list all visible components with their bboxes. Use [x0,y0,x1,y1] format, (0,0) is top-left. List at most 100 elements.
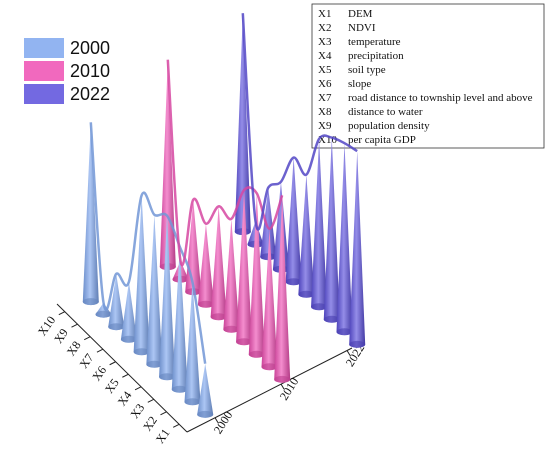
cone-body [323,137,340,323]
x-tick-label-X6: X6 [89,363,109,383]
variable-code-X6: X6 [318,78,332,90]
cone-base [133,348,150,356]
cone-base [120,335,137,343]
cone-body [236,189,253,346]
cone-2000-X7 [120,281,137,343]
cone-base [236,338,253,346]
y-tick-2000 [214,417,219,423]
variable-code-X9: X9 [318,120,332,132]
legend-swatch-2000 [24,38,64,58]
cone-2022-X3 [323,137,340,323]
cone-marks [82,13,366,418]
cone-body [146,214,163,368]
cone-base [108,323,125,331]
x-tick-label-X7: X7 [77,351,97,371]
cone-base [184,398,201,406]
x-tick-label-X2: X2 [140,413,160,433]
cone-base [159,373,176,381]
cone-2022-X6 [285,157,302,286]
variable-name-X7: road distance to township level and abov… [348,92,533,104]
cone-2010-X6 [210,206,227,321]
cone-body [159,215,176,381]
cone-body [197,363,214,418]
cone-body [285,157,302,286]
x-tick-label-X1: X1 [153,426,173,446]
variable-code-X7: X7 [318,92,332,104]
y-axis-line [186,347,353,433]
cone-body [133,195,150,356]
cone-body [298,174,315,298]
cone-body [159,59,176,271]
variable-name-X2: NDVI [348,22,376,34]
cone-base [146,360,163,368]
cone-body [349,151,366,348]
y-tick-2022 [346,350,351,356]
cone-base [261,363,278,371]
cone-base [311,303,328,311]
cone-body [184,282,201,406]
y-tick-2010 [280,383,285,390]
x-tick-label-X3: X3 [127,401,147,421]
variable-code-X5: X5 [318,64,332,76]
x-tick-X9 [71,323,78,328]
cone-2022-X2 [336,143,353,336]
variable-name-X9: population density [348,120,430,132]
x-tick-label-X5: X5 [102,376,122,396]
cone-base [171,385,188,393]
x-tick-X4 [134,386,142,391]
cone-2010-X7 [197,223,214,308]
cone-base [298,290,315,298]
cone-body [108,273,125,331]
cone-2000-X6 [133,195,150,356]
legend-label-2000: 2000 [70,38,110,58]
cone-2000-X9 [95,302,112,318]
series-curves [89,13,358,364]
x-tick-X10 [58,311,66,316]
cone-2022-X5 [298,174,315,298]
cone-base [323,315,340,323]
variable-name-X4: precipitation [348,50,404,62]
x-tick-X2 [160,411,167,416]
cone-base [248,350,265,358]
cone-body [311,138,328,311]
legend-swatch-2022 [24,84,64,104]
x-tick-X5 [122,373,129,378]
variable-name-X10: per capita GDP [348,134,416,146]
cone-2000-X10 [82,122,99,306]
cone-base [223,325,240,333]
cone-2000-X5 [146,214,163,368]
cone-base [210,313,227,321]
cone-2010-X2 [261,228,278,371]
cone-body [234,13,251,236]
variable-code-X3: X3 [318,36,332,48]
cone-base [274,375,291,383]
legend-swatch-2010 [24,61,64,81]
cone-2000-X4 [159,215,176,381]
legend-label-2022: 2022 [70,84,110,104]
variable-name-X3: temperature [348,36,401,48]
cone-base [336,328,353,336]
x-tick-label-X9: X9 [51,326,71,346]
series-curve-2010 [166,59,284,267]
x-tick-label-X4: X4 [115,388,135,408]
legend: 2000 2010 2022 [24,38,110,104]
cone-base [197,410,214,418]
cone-2022-X4 [311,138,328,311]
cone-2010-X3 [248,193,265,358]
variable-name-X8: distance to water [348,106,423,118]
cone-2000-X2 [184,282,201,406]
x-axis-line [56,303,188,433]
cone-base [197,300,214,308]
series-curve-2000 [89,122,207,364]
cone-body [223,218,240,333]
cone-2022-X1 [349,151,366,348]
x-tick-X6 [109,361,116,366]
x-tick-X3 [147,398,155,403]
cone-2010-X1 [274,195,291,383]
cone-base [349,340,366,348]
variable-code-X8: X8 [318,106,332,118]
cone-base [285,278,302,286]
cone-body [260,187,277,261]
